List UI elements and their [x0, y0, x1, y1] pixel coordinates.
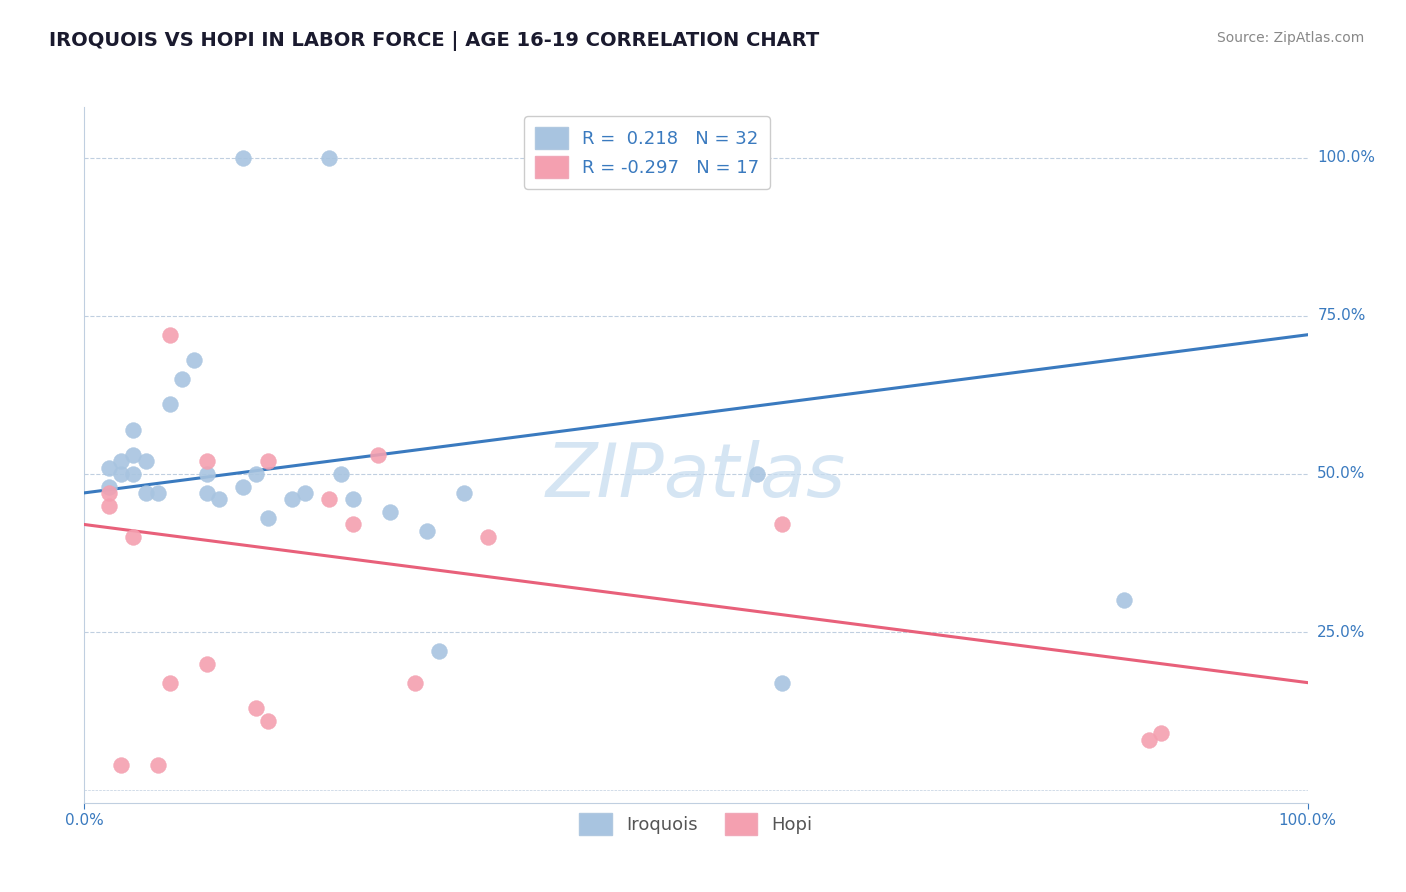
Point: [245, 701, 267, 715]
Text: ZIPatlas: ZIPatlas: [546, 440, 846, 512]
Point: [1137, 732, 1160, 747]
Point: [122, 423, 145, 437]
Legend: Iroquois, Hopi: Iroquois, Hopi: [572, 806, 820, 842]
Text: Source: ZipAtlas.com: Source: ZipAtlas.com: [1216, 31, 1364, 45]
Point: [97, 499, 120, 513]
Point: [477, 530, 499, 544]
Point: [172, 372, 194, 386]
Point: [318, 492, 340, 507]
Point: [135, 454, 157, 468]
Point: [183, 353, 205, 368]
Point: [195, 486, 218, 500]
Point: [232, 151, 254, 165]
Point: [416, 524, 439, 538]
Point: [97, 486, 120, 500]
Point: [208, 492, 231, 507]
Point: [770, 675, 793, 690]
Point: [281, 492, 304, 507]
Point: [257, 511, 280, 525]
Point: [1150, 726, 1173, 740]
Point: [404, 675, 426, 690]
Point: [146, 486, 169, 500]
Point: [195, 454, 218, 468]
Point: [342, 492, 364, 507]
Point: [110, 757, 132, 772]
Point: [135, 486, 157, 500]
Point: [257, 714, 280, 728]
Text: 50.0%: 50.0%: [1317, 467, 1365, 482]
Point: [1114, 593, 1136, 607]
Point: [330, 467, 353, 481]
Point: [110, 454, 132, 468]
Point: [97, 460, 120, 475]
Point: [232, 479, 254, 493]
Point: [97, 479, 120, 493]
Point: [318, 151, 340, 165]
Point: [159, 327, 181, 342]
Point: [747, 467, 769, 481]
Text: 75.0%: 75.0%: [1317, 309, 1365, 323]
Point: [380, 505, 402, 519]
Point: [122, 530, 145, 544]
Point: [146, 757, 169, 772]
Text: 100.0%: 100.0%: [1317, 150, 1375, 165]
Point: [110, 467, 132, 481]
Point: [770, 517, 793, 532]
Point: [245, 467, 267, 481]
Text: 25.0%: 25.0%: [1317, 624, 1365, 640]
Point: [122, 467, 145, 481]
Point: [257, 454, 280, 468]
Point: [294, 486, 316, 500]
Point: [367, 448, 389, 462]
Point: [159, 675, 181, 690]
Point: [427, 644, 450, 658]
Point: [342, 517, 364, 532]
Point: [159, 397, 181, 411]
Point: [122, 448, 145, 462]
Point: [195, 467, 218, 481]
Point: [453, 486, 475, 500]
Point: [195, 657, 218, 671]
Text: IROQUOIS VS HOPI IN LABOR FORCE | AGE 16-19 CORRELATION CHART: IROQUOIS VS HOPI IN LABOR FORCE | AGE 16…: [49, 31, 820, 51]
